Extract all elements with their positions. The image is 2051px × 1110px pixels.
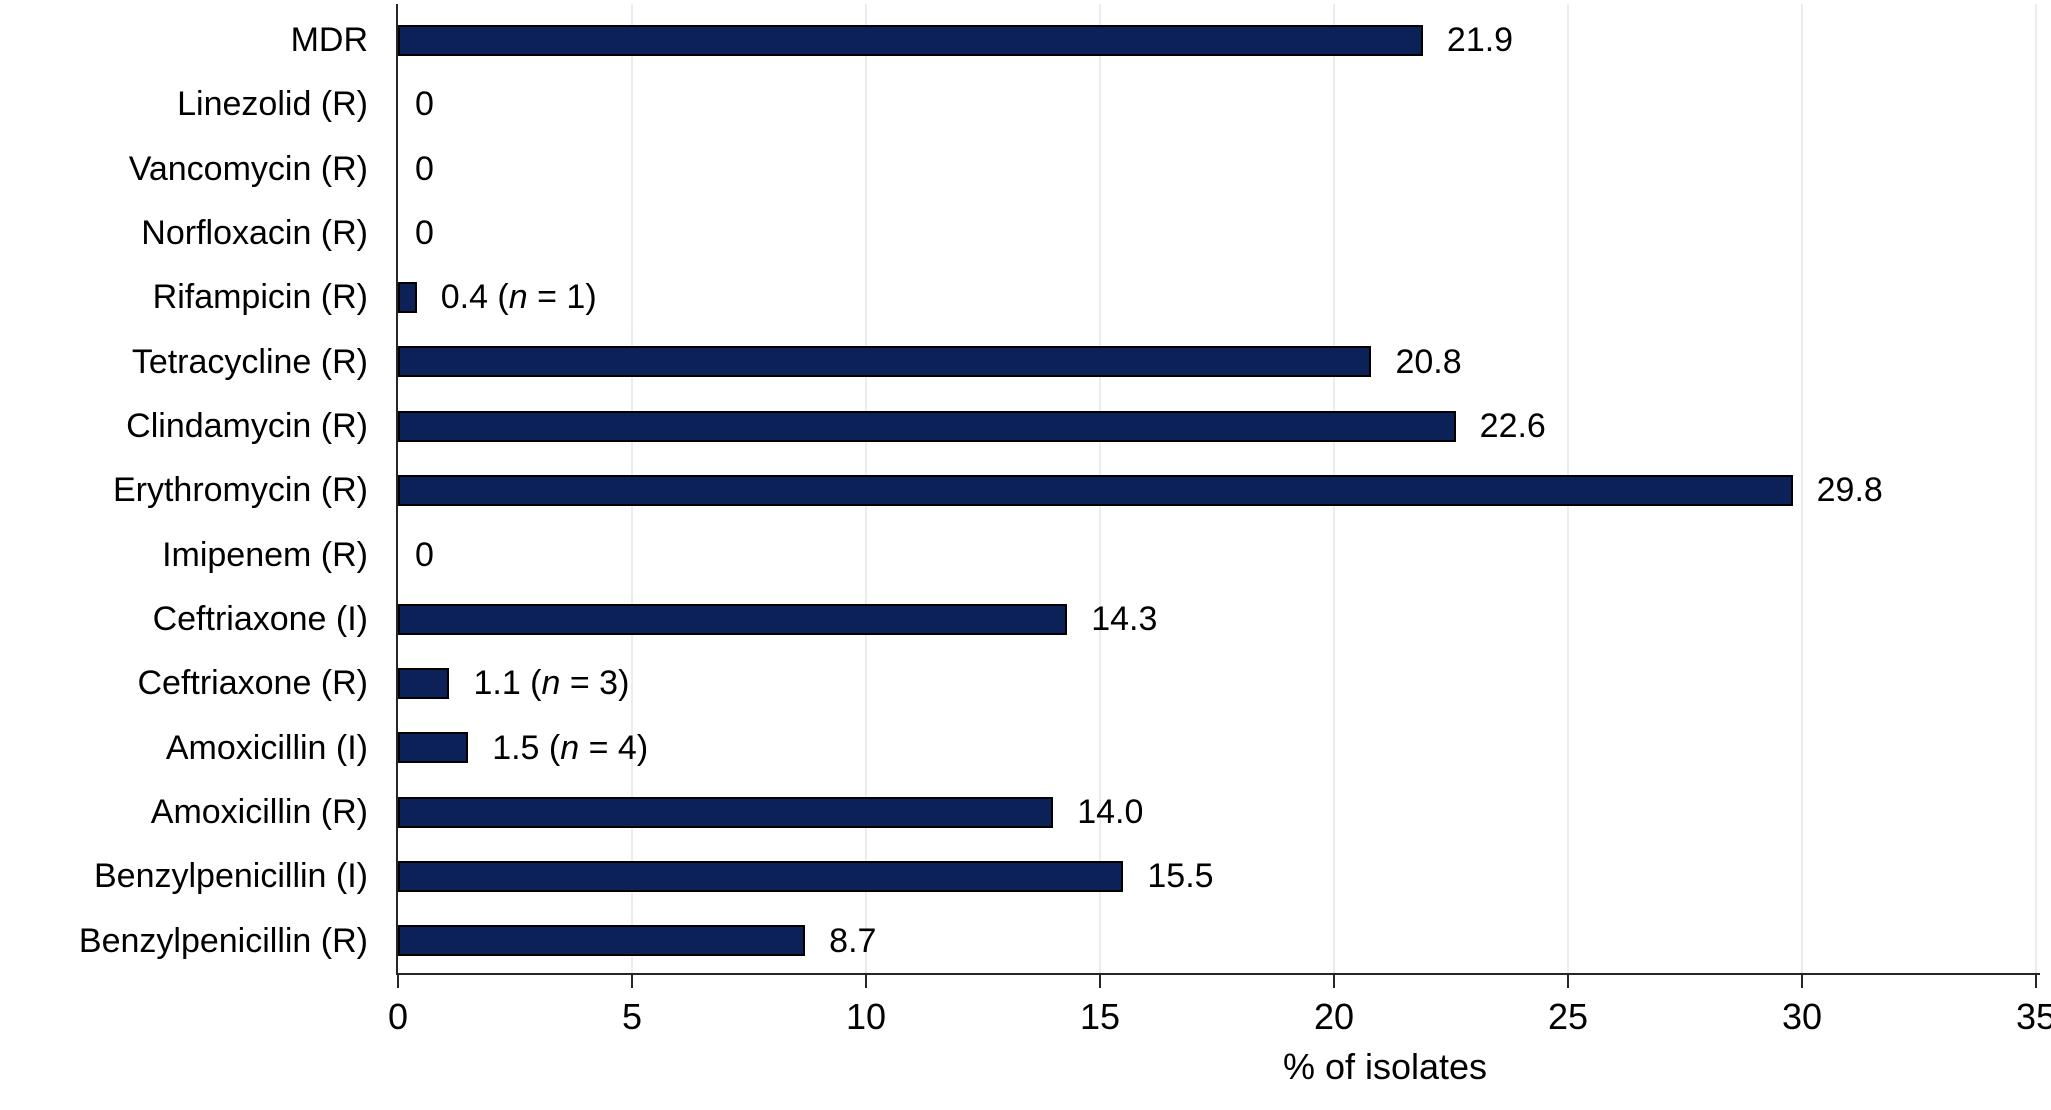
category-label: Vancomycin (R) (128, 149, 368, 188)
category-label: Amoxicillin (R) (150, 793, 368, 831)
bar-value-label: 20.8 (1395, 330, 1461, 394)
category-label: MDR (290, 21, 368, 59)
bar-value: 1.5 (492, 728, 540, 767)
bar-value: 0 (415, 535, 434, 574)
category-label: Ceftriaxone (R) (137, 664, 368, 703)
category-label: Benzylpenicillin (I) (94, 857, 368, 896)
x-tick (1567, 975, 1569, 988)
bar (398, 732, 469, 764)
category-label: Imipenem (R) (162, 535, 368, 574)
x-tick (865, 975, 867, 988)
bar (398, 668, 450, 699)
gridline (2035, 4, 2037, 973)
n-symbol: n (541, 664, 561, 703)
bar-value: 14.0 (1077, 793, 1144, 831)
x-tick (2035, 975, 2037, 988)
category-label: Clindamycin (R) (126, 407, 368, 445)
bar (398, 346, 1372, 378)
bar-value-label: 0 (415, 137, 434, 201)
x-axis-line (396, 973, 2040, 975)
category-label: Tetracycline (R) (131, 342, 368, 381)
category-label: Rifampicin (R) (152, 278, 368, 317)
x-tick-label: 30 (1781, 996, 1823, 1037)
category-label: Benzylpenicillin (R) (78, 921, 368, 960)
category-label: Linezolid (R) (177, 85, 368, 124)
category-label: Amoxicillin (I) (165, 728, 368, 767)
x-tick-label: 20 (1313, 996, 1355, 1037)
bar-value: 0 (415, 149, 434, 188)
n-symbol: n (508, 278, 528, 317)
bar-value: 0 (415, 214, 434, 252)
bar (398, 925, 806, 957)
x-tick (1801, 975, 1803, 988)
x-tick-label: 5 (621, 996, 643, 1037)
x-tick (631, 975, 633, 988)
bar-value: 21.9 (1446, 21, 1514, 59)
n-symbol: n (560, 728, 580, 767)
bar-value-label: 0 (415, 201, 434, 265)
bar-value-label: 0.4 (n = 1) (440, 278, 597, 317)
bar-value-label: 15.5 (1147, 844, 1213, 908)
bar-value: 1.1 (473, 664, 521, 703)
bar (398, 603, 1068, 635)
bar-value: 29.8 (1816, 471, 1883, 510)
category-label: Ceftriaxone (I) (152, 600, 368, 638)
bar-value-label: 14.3 (1091, 587, 1157, 651)
category-label: Erythromycin (R) (112, 471, 368, 510)
bar-value: 0.4 (440, 278, 488, 317)
bar (398, 796, 1054, 828)
bar-value: 22.6 (1479, 407, 1546, 445)
bar-value-label: 14.0 (1077, 780, 1143, 844)
bar-value-label: 29.8 (1817, 458, 1883, 522)
bar (398, 410, 1456, 442)
bar-value: 15.5 (1147, 857, 1214, 896)
bar-value-label: 0 (415, 72, 434, 136)
bar-value: 8.7 (829, 921, 877, 960)
bar-value-label: 8.7 (829, 909, 876, 973)
bar-value: 14.3 (1091, 600, 1158, 638)
bar (398, 282, 417, 313)
category-label: Norfloxacin (R) (141, 214, 368, 252)
bar-value: 20.8 (1395, 342, 1462, 381)
x-tick-label: 25 (1547, 996, 1589, 1037)
bar-value: 0 (415, 85, 434, 124)
bar-value-label: 22.6 (1480, 394, 1546, 458)
x-tick-label: 35 (2015, 996, 2051, 1037)
gridline (1801, 4, 1803, 973)
x-tick-label: 15 (1079, 996, 1121, 1037)
bar (398, 861, 1124, 892)
bar-value-label: 21.9 (1447, 8, 1513, 72)
x-tick (397, 975, 399, 988)
x-tick (1099, 975, 1101, 988)
bar (398, 475, 1793, 506)
x-axis-title: % of isolates (1282, 1046, 1488, 1087)
bar-value-label: 1.5 (n = 4) (492, 728, 649, 767)
x-tick-label: 0 (387, 996, 409, 1037)
x-tick (1333, 975, 1335, 988)
x-tick-label: 10 (845, 996, 887, 1037)
bar (398, 24, 1423, 56)
bar-value-label: 0 (415, 523, 434, 587)
bar-value-label: 1.1 (n = 3) (473, 664, 630, 703)
y-axis-line (396, 4, 398, 973)
